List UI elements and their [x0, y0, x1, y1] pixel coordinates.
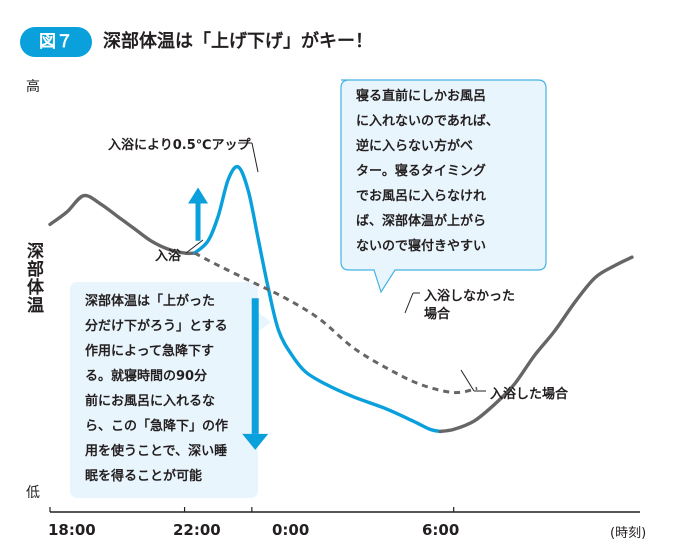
with-bath-annotation: 入浴した場合	[490, 387, 569, 402]
leader-with-bath-b	[460, 369, 475, 392]
figure-badge: 図７	[20, 27, 92, 57]
x-unit-label: (時刻)	[610, 526, 647, 541]
chart-title: 深部体温は「上げ下げ」がキー！	[103, 31, 373, 52]
leader-bath	[185, 239, 204, 254]
series-入浴しなかった場合	[193, 251, 478, 395]
callout-left-line: 分だけ下がろう」とする	[85, 319, 228, 334]
callout-left-line: ら、この「急降下」の作	[85, 419, 229, 434]
bath-annotation: 入浴	[155, 249, 182, 264]
peak-annotation: 入浴により0.5℃アップ	[108, 138, 251, 153]
arrow-down-head	[242, 433, 269, 450]
callout-right-line: ないので寝付きやすい	[356, 239, 487, 254]
callout-right-line: ば、深部体温が上がら	[356, 214, 487, 229]
x-tick-1800: 18:00	[48, 521, 96, 539]
series-入浴した場合_後半	[438, 255, 634, 434]
callout-left-text: 深部体温は「上がった 分だけ下がろう」とする 作用によって急降下す る。就寝時間…	[85, 289, 228, 489]
arrow-up-head	[188, 187, 209, 204]
callout-left-line: 用を使うことで、深い睡	[85, 444, 228, 459]
x-tick-2200: 22:00	[173, 521, 221, 539]
callout-left-line: 深部体温は「上がった	[85, 294, 216, 309]
callout-left-line: 前にお風呂に入れるな	[85, 394, 216, 409]
callout-right-box	[340, 79, 547, 294]
callout-left-box	[70, 282, 271, 498]
x-tick-0600: 6:00	[422, 521, 460, 539]
x-tick-0000: 0:00	[272, 521, 310, 539]
callout-left-line: 眠を得ることが可能	[85, 469, 203, 484]
y-axis-label: 深部体温	[23, 242, 43, 314]
callout-right-line: ター。寝るタイミング	[356, 164, 486, 179]
callout-right-text: 寝る直前にしかお風呂 に入れないのであれば、 逆に入らない方がベ ター。寝るタイ…	[356, 84, 499, 259]
callout-right-line: 寝る直前にしかお風呂	[356, 89, 487, 104]
series-入浴した場合	[193, 164, 442, 434]
y-high-label: 高	[26, 79, 40, 95]
series-baseline_before_bath	[48, 193, 197, 256]
callout-left-line: 作用によって急降下す	[85, 344, 214, 359]
no-bath-annotation-2: 場合	[424, 307, 451, 322]
callout-left-line: る。就寝時間の90分	[85, 369, 208, 384]
leader-no-bath-b	[404, 292, 414, 314]
no-bath-annotation-1: 入浴しなかった	[424, 289, 516, 304]
callout-right-line: でお風呂に入らなけれ	[356, 189, 487, 204]
y-low-label: 低	[26, 485, 40, 501]
callout-right-line: 逆に入らない方がベ	[356, 139, 474, 154]
callout-right-line: に入れないのであれば、	[356, 114, 499, 129]
leader-peak-b	[251, 142, 259, 173]
